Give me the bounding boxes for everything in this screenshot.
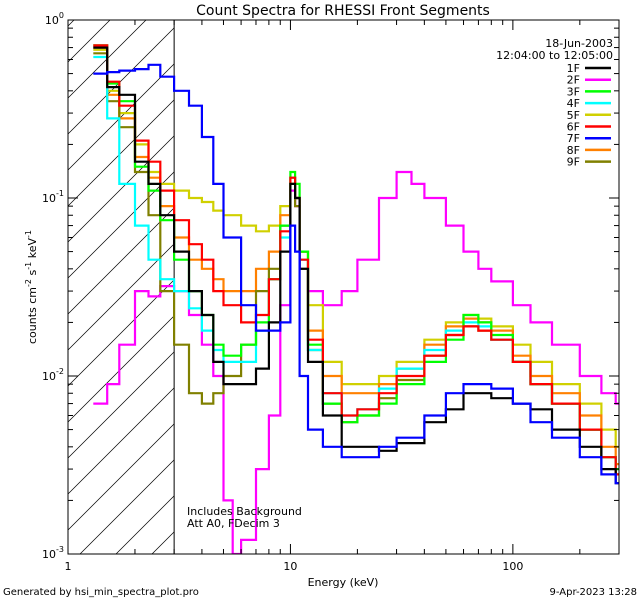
legend-label-9F: 9F [567, 156, 580, 169]
x-tick-label: 1 [65, 560, 72, 573]
legend-label-2F: 2F [567, 74, 580, 87]
hatch-line [68, 20, 219, 171]
y-tick-label: 10-3 [42, 545, 64, 561]
series-6F-line [93, 44, 619, 476]
plot-frame [67, 19, 620, 555]
footer-timestamp: 9-Apr-2023 13:28 [550, 587, 637, 598]
y-axis-label: counts cm-2 s-1 keV-1 [24, 230, 39, 344]
x-tick-label: 100 [502, 560, 523, 573]
legend-label-1F: 1F [567, 62, 580, 75]
y-tick-label: 100 [45, 11, 64, 27]
legend-label-7F: 7F [567, 132, 580, 145]
series-7F-line [93, 63, 619, 485]
annotation-attenuator: Att A0, FDecim 3 [187, 517, 280, 530]
y-tick-label: 10-1 [42, 189, 64, 205]
y-tick-label: 10-2 [42, 367, 64, 383]
legend-label-6F: 6F [567, 121, 580, 134]
legend-label-4F: 4F [567, 97, 580, 110]
hatch-line [620, 20, 640, 554]
footer-generator: Generated by hsi_min_spectra_plot.pro [3, 587, 199, 598]
legend-label-5F: 5F [567, 109, 580, 122]
legend-label-8F: 8F [567, 144, 580, 157]
x-axis-label: Energy (keV) [308, 576, 379, 589]
hatch-line [68, 20, 255, 207]
date-label: 18-Jun-2003 [545, 37, 613, 50]
hatched-region [0, 20, 640, 554]
time-range-label: 12:04:00 to 12:05:00 [496, 49, 613, 62]
x-tick-label: 10 [283, 560, 297, 573]
series-layer [93, 44, 619, 554]
chart-title: Count Spectra for RHESSI Front Segments [196, 3, 490, 19]
hatch-mask [174, 20, 619, 554]
hatch-line [0, 20, 2, 554]
legend-label-3F: 3F [567, 85, 580, 98]
hatch-line [68, 20, 111, 63]
axes-layer: 1 10 100 100 10-1 10-2 10-3 [42, 11, 620, 573]
hatch-line [68, 20, 183, 135]
annotation-background: Includes Background [187, 505, 302, 518]
